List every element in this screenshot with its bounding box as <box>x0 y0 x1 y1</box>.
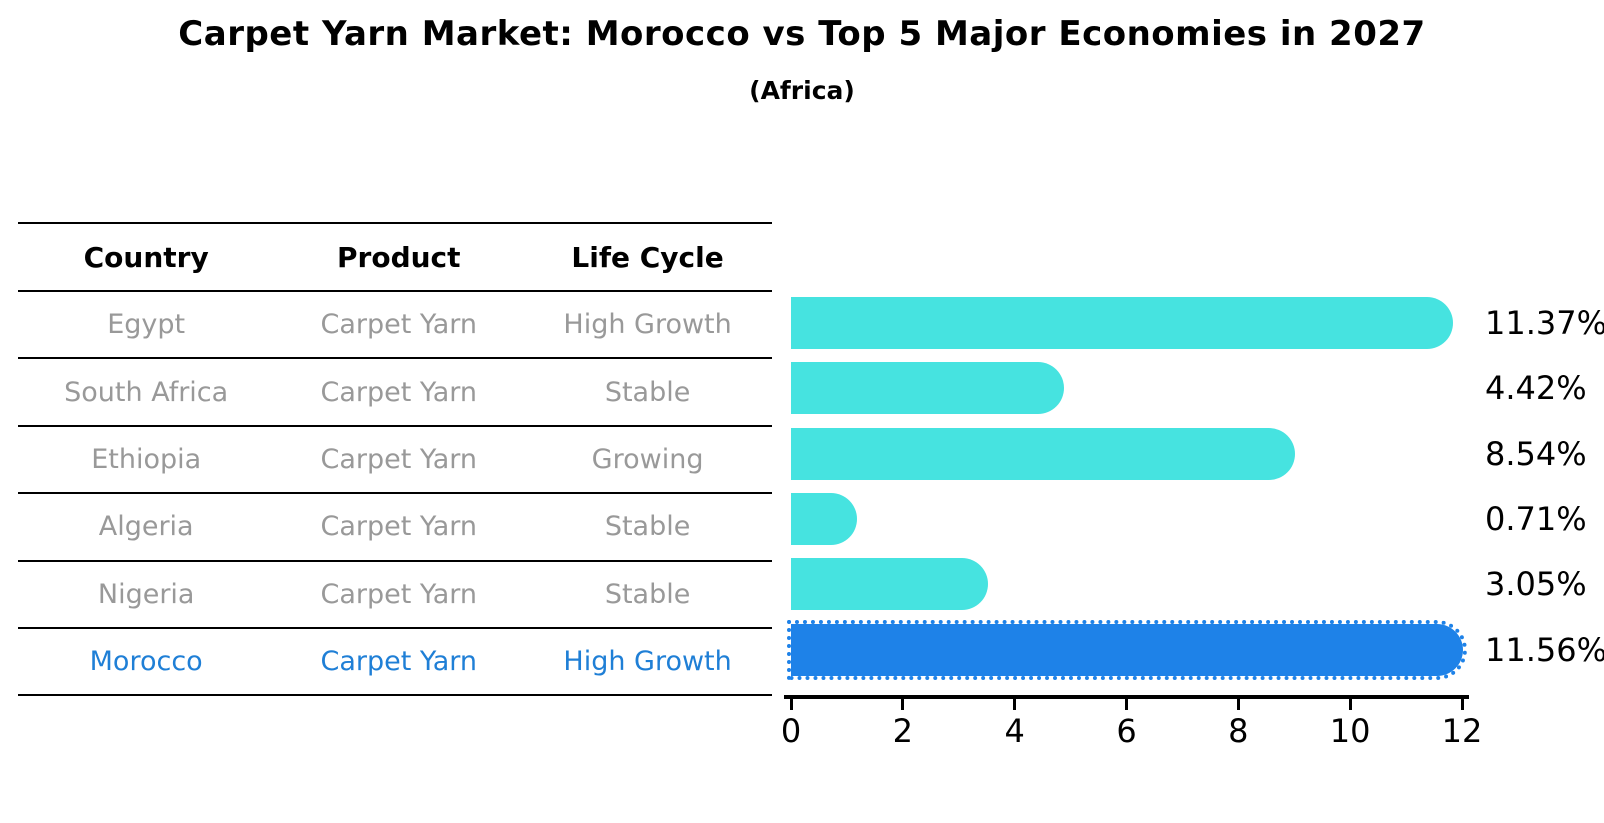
bar-ethiopia <box>791 427 1295 480</box>
table-row-nigeria: Nigeria Carpet Yarn Stable <box>18 562 772 629</box>
cell-life-cycle: Stable <box>604 511 691 543</box>
cell-life-cycle: High Growth <box>563 309 732 341</box>
table-row-algeria: Algeria Carpet Yarn Stable <box>18 494 772 562</box>
cell-product: Carpet Yarn <box>320 309 477 341</box>
tick-label: 8 <box>1228 712 1249 750</box>
tick-mark <box>1013 699 1017 710</box>
tick-mark <box>1125 699 1128 710</box>
cell-country: South Africa <box>64 376 229 408</box>
header-life-cycle: Life Cycle <box>571 240 724 274</box>
table-header-row: Country Product Life Cycle <box>18 224 772 292</box>
cell-life-cycle: Stable <box>604 578 691 610</box>
header-country: Country <box>83 240 209 274</box>
value-label-ethiopia: 8.54% <box>1485 434 1587 473</box>
tick-label: 6 <box>1116 712 1137 750</box>
cell-country: Nigeria <box>97 578 195 610</box>
tick-mark <box>901 699 905 710</box>
tick-label: 2 <box>892 712 913 750</box>
tick-label: 0 <box>780 712 802 750</box>
cell-life-cycle: Growing <box>591 443 704 475</box>
cell-product: Carpet Yarn <box>320 511 477 543</box>
country-table: Country Product Life Cycle Egypt Carpet … <box>18 222 772 697</box>
cell-product: Carpet Yarn <box>320 578 477 610</box>
cell-life-cycle: Stable <box>604 376 691 408</box>
cell-life-cycle: High Growth <box>563 646 732 678</box>
bar-egypt <box>791 296 1453 349</box>
tick-mark <box>1348 699 1352 710</box>
chart-title: Carpet Yarn Market: Morocco vs Top 5 Maj… <box>178 14 1426 54</box>
cell-country: Egypt <box>107 309 186 341</box>
bar-morocco <box>786 619 1468 680</box>
header-product: Product <box>337 240 461 274</box>
cell-country: Algeria <box>98 511 194 543</box>
table-row-south-africa: South Africa Carpet Yarn Stable <box>18 359 772 427</box>
bar-chart: 11.37% 4.42% 8.54% 0.71% 3.05% 11.56% 0 … <box>781 290 1604 760</box>
x-axis-spine <box>784 695 1469 699</box>
tick-mark <box>1236 699 1240 710</box>
cell-country: Ethiopia <box>91 443 202 475</box>
value-label-egypt: 11.37% <box>1485 303 1604 342</box>
bar-algeria <box>791 492 857 545</box>
cell-product: Carpet Yarn <box>320 646 477 678</box>
tick-label: 4 <box>1004 712 1025 750</box>
table-row-ethiopia: Ethiopia Carpet Yarn Growing <box>18 427 772 495</box>
cell-product: Carpet Yarn <box>320 443 477 475</box>
value-label-south-africa: 4.42% <box>1485 369 1587 408</box>
table-row-egypt: Egypt Carpet Yarn High Growth <box>18 292 772 360</box>
tick-mark <box>1460 699 1464 710</box>
cell-country: Morocco <box>89 646 203 678</box>
value-label-nigeria: 3.05% <box>1485 565 1587 604</box>
cell-product: Carpet Yarn <box>320 376 477 408</box>
chart-subtitle: (Africa) <box>749 76 855 105</box>
value-label-algeria: 0.71% <box>1485 499 1587 538</box>
tick-label: 10 <box>1329 712 1371 750</box>
bar-nigeria <box>791 558 988 611</box>
table-row-morocco: Morocco Carpet Yarn High Growth <box>18 629 772 697</box>
bar-south-africa <box>791 362 1065 415</box>
value-label-morocco: 11.56% <box>1485 630 1604 669</box>
tick-label: 12 <box>1441 712 1483 750</box>
tick-mark <box>789 699 793 710</box>
